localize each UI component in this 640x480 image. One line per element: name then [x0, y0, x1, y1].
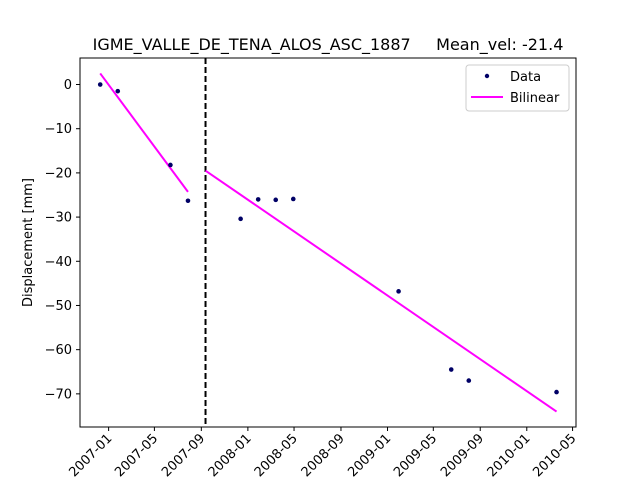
data-point: [290, 196, 296, 202]
x-tick-label: 2009-05: [391, 431, 440, 480]
x-tick-label: 2009-01: [345, 431, 394, 480]
bilinear-segment: [204, 169, 558, 413]
x-tick-label: 2008-01: [206, 431, 255, 480]
data-point: [255, 197, 261, 202]
data-point: [238, 216, 243, 222]
chart-title: IGME_VALLE_DE_TENA_ALOS_ASC_1887 Mean_ve…: [93, 35, 564, 55]
data-point: [396, 289, 401, 294]
y-tick-label: −10: [45, 122, 72, 137]
data-point: [115, 88, 121, 94]
legend-data-marker: [484, 73, 490, 79]
y-tick-label: −50: [45, 299, 72, 314]
x-tick-label: 2010-01: [485, 431, 534, 480]
x-tick-label: 2007-05: [112, 431, 161, 480]
x-tick-label: 2008-09: [299, 431, 348, 480]
legend: Data Bilinear: [465, 64, 570, 112]
y-tick-label: −70: [45, 387, 72, 402]
data-point: [554, 389, 559, 395]
y-axis-label: Displacement [mm]: [21, 178, 36, 307]
legend-frame: [465, 64, 570, 112]
data-point: [185, 198, 191, 204]
plot-content: [97, 58, 559, 427]
data-point: [97, 82, 103, 87]
legend-label-bilinear: Bilinear: [510, 91, 560, 106]
data-point: [448, 367, 454, 372]
y-tick-label: 0: [64, 78, 72, 93]
y-axis-ticks: 0 −10 −20 −30 −40 −50 −60 −70: [45, 78, 80, 402]
x-tick-label: 2010-05: [530, 431, 579, 480]
data-point: [168, 162, 173, 168]
y-tick-label: −60: [45, 343, 72, 358]
y-tick-label: −20: [45, 166, 72, 181]
y-tick-label: −30: [45, 211, 72, 226]
x-tick-label: 2008-05: [252, 431, 301, 480]
x-tick-label: 2007-01: [66, 431, 115, 480]
bilinear-segment: [99, 72, 189, 193]
x-axis-ticks: 2007-012007-052007-092008-012008-052008-…: [66, 427, 579, 480]
y-tick-label: −40: [45, 255, 72, 270]
data-point: [466, 378, 472, 383]
x-tick-label: 2009-09: [438, 431, 487, 480]
plot-frame: [79, 57, 577, 428]
data-point: [273, 197, 279, 203]
x-tick-label: 2007-09: [159, 431, 208, 480]
legend-label-data: Data: [510, 70, 541, 85]
